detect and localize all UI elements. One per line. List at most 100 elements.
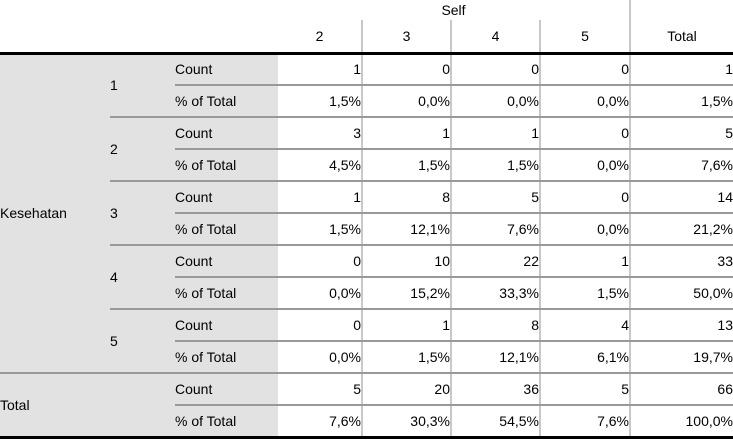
count-value-cell: 1 <box>450 117 540 150</box>
stat-label-count: Count <box>175 373 278 406</box>
count-value-cell: 1 <box>278 53 362 86</box>
count-value-cell: 0 <box>450 53 540 86</box>
table-row: % of Total 0,0% 1,5% 12,1% 6,1% 19,7% <box>0 341 733 374</box>
pct-value-cell: 6,1% <box>539 341 630 374</box>
count-value-cell: 3 <box>278 117 362 150</box>
pct-value-cell: 1,5% <box>450 149 540 182</box>
stat-label-count: Count <box>175 117 278 150</box>
count-total-cell: 13 <box>629 309 733 342</box>
col-variable-header: Self <box>441 2 466 18</box>
pct-value-cell: 0,0% <box>539 213 630 246</box>
table-row: % of Total 0,0% 15,2% 33,3% 1,5% 50,0% <box>0 277 733 310</box>
count-value-cell: 0 <box>539 117 630 150</box>
pct-value-cell: 1,5% <box>361 341 451 374</box>
pct-value-cell: 0,0% <box>539 85 630 118</box>
pct-total-cell: 7,6% <box>629 149 733 182</box>
table-row: Kesehatan 1 Count 1 0 0 0 1 <box>0 53 733 374</box>
count-value-cell: 36 <box>450 373 540 406</box>
table-row: % of Total 4,5% 1,5% 1,5% 0,0% 7,6% <box>0 149 733 182</box>
pct-value-cell: 12,1% <box>361 213 451 246</box>
count-value-cell: 5 <box>278 373 362 406</box>
count-value-cell: 8 <box>450 309 540 342</box>
table-row: 3 Count 1 8 5 0 14 <box>0 181 733 246</box>
stat-label-pct: % of Total <box>175 149 278 182</box>
pct-value-cell: 1,5% <box>361 149 451 182</box>
pct-value-cell: 7,6% <box>450 213 540 246</box>
stat-label-count: Count <box>175 181 278 214</box>
col-header-cell: 2 <box>278 20 362 55</box>
count-value-cell: 0 <box>539 53 630 86</box>
count-value-cell: 1 <box>539 245 630 278</box>
count-value-cell: 4 <box>539 309 630 342</box>
table-row-total: Total Count 5 20 36 5 66 <box>0 373 733 439</box>
row-category-label: 1 <box>110 53 175 118</box>
count-value-cell: 1 <box>361 309 451 342</box>
pct-value-cell: 1,5% <box>278 85 362 118</box>
total-col-header: Total <box>629 20 733 55</box>
table-row: % of Total 1,5% 12,1% 7,6% 0,0% 21,2% <box>0 213 733 246</box>
row-category-label: 5 <box>110 309 175 374</box>
header-corner <box>0 0 278 20</box>
stat-label-pct: % of Total <box>175 213 278 246</box>
count-value-cell: 1 <box>278 181 362 214</box>
count-value-cell: 5 <box>539 373 630 406</box>
count-value-cell: 0 <box>539 181 630 214</box>
pct-value-cell: 0,0% <box>450 85 540 118</box>
count-value-cell: 20 <box>361 373 451 406</box>
pct-value-cell: 0,0% <box>278 341 362 374</box>
stat-label-count: Count <box>175 309 278 342</box>
pct-value-cell: 1,5% <box>278 213 362 246</box>
table-row: % of Total 1,5% 0,0% 0,0% 0,0% 1,5% <box>0 85 733 118</box>
header-row-categories: 2 3 4 5 Total <box>0 20 733 55</box>
header-row-group: Self <box>0 0 733 20</box>
row-category-label: 3 <box>110 181 175 246</box>
row-category-label: 4 <box>110 245 175 310</box>
count-value-cell: 0 <box>361 53 451 86</box>
stub-header <box>0 20 278 55</box>
pct-value-cell: 30,3% <box>361 405 451 439</box>
pct-total-cell: 1,5% <box>629 85 733 118</box>
col-header-cell: 3 <box>361 20 451 55</box>
pct-value-cell: 0,0% <box>361 85 451 118</box>
count-total-cell: 33 <box>629 245 733 278</box>
count-value-cell: 22 <box>450 245 540 278</box>
row-variable-label: Kesehatan <box>0 53 110 374</box>
count-value-cell: 0 <box>278 245 362 278</box>
pct-value-cell: 7,6% <box>539 405 630 439</box>
count-value-cell: 8 <box>361 181 451 214</box>
count-total-cell: 1 <box>629 53 733 86</box>
row-category-label: 2 <box>110 117 175 182</box>
pct-value-cell: 0,0% <box>539 149 630 182</box>
count-total-cell: 5 <box>629 117 733 150</box>
pct-value-cell: 15,2% <box>361 277 451 310</box>
count-value-cell: 0 <box>278 309 362 342</box>
stat-label-pct: % of Total <box>175 341 278 374</box>
count-value-cell: 5 <box>450 181 540 214</box>
count-grand-total-cell: 66 <box>629 373 733 406</box>
stat-label-pct: % of Total <box>175 405 278 439</box>
table-row-total: % of Total 7,6% 30,3% 54,5% 7,6% 100,0% <box>0 405 733 439</box>
col-header-cell: 5 <box>539 20 630 55</box>
table-row: 2 Count 3 1 1 0 5 <box>0 117 733 182</box>
stat-label-count: Count <box>175 53 278 86</box>
table-row: 5 Count 0 1 8 4 13 <box>0 309 733 374</box>
stat-label-pct: % of Total <box>175 85 278 118</box>
stat-label-pct: % of Total <box>175 277 278 310</box>
pct-value-cell: 4,5% <box>278 149 362 182</box>
pct-value-cell: 33,3% <box>450 277 540 310</box>
col-header-cell: 4 <box>450 20 540 55</box>
count-total-cell: 14 <box>629 181 733 214</box>
total-row-label: Total <box>0 373 175 439</box>
stat-label-count: Count <box>175 245 278 278</box>
pct-value-cell: 12,1% <box>450 341 540 374</box>
pct-value-cell: 54,5% <box>450 405 540 439</box>
pct-value-cell: 1,5% <box>539 277 630 310</box>
pct-value-cell: 7,6% <box>278 405 362 439</box>
count-value-cell: 10 <box>361 245 451 278</box>
pct-grand-total-cell: 100,0% <box>629 405 733 439</box>
total-col-header-spacer <box>629 0 733 20</box>
pct-total-cell: 50,0% <box>629 277 733 310</box>
pct-total-cell: 19,7% <box>629 341 733 374</box>
